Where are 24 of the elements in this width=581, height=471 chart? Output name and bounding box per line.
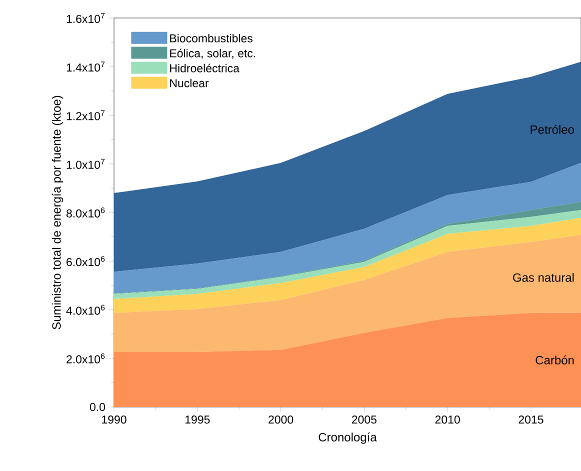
- y-axis-title: Suministro total de energía por fuente (ktoe): [52, 96, 64, 330]
- y-tick-label: 1.2x10$^{7}$: [66, 110, 105, 120]
- x-tick-label: 2015: [518, 416, 544, 424]
- legend-label: Nuclear: [170, 78, 209, 88]
- series-label: Carbón: [536, 355, 574, 364]
- x-tick-label: 2010: [435, 416, 460, 424]
- y-tick-label: 8.0x10$^{6}$: [66, 207, 105, 218]
- legend-label: Eólica, solar, etc.: [170, 48, 256, 59]
- x-tick-label: 1990: [102, 416, 126, 424]
- y-tick-label: 1.0x10$^{7}$: [66, 158, 105, 169]
- y-tick-label: 2.0x10$^{6}$: [66, 353, 105, 364]
- x-tick-label: 2000: [268, 416, 294, 424]
- y-tick-label: 6.0x10$^{6}$: [66, 256, 105, 266]
- series-label: Gas natural: [513, 272, 574, 282]
- x-tick-label: 2005: [352, 416, 376, 424]
- legend-label: Biocombustibles: [170, 34, 252, 42]
- y-tick-label: 1.6x10$^{7}$: [66, 13, 105, 23]
- legend-label: Hidroeléctrica: [170, 64, 240, 72]
- y-tick-label: 4.0x10$^{6}$: [66, 304, 105, 315]
- y-tick-label: 1.4x10$^{7}$: [66, 62, 105, 72]
- x-tick-label: 1995: [185, 416, 210, 424]
- x-axis-title: Cronología: [318, 432, 377, 444]
- series-label: Petróleo: [530, 124, 574, 134]
- y-tick-label: 0.0: [90, 402, 106, 412]
